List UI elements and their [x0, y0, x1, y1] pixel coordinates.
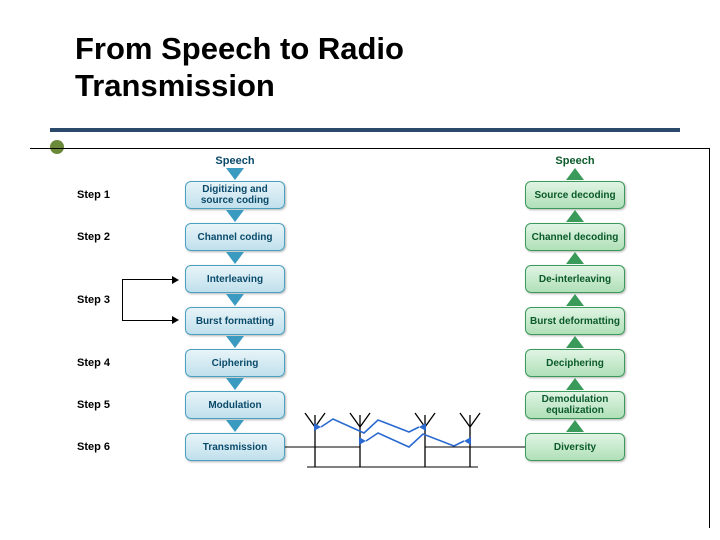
step-label: Step 1 [50, 189, 110, 201]
rx-box: Channel decoding [525, 223, 625, 251]
arrow-up-icon [566, 294, 584, 306]
arrow-down-icon [226, 336, 244, 348]
step-label: Step 6 [50, 441, 110, 453]
arrow-down-icon [226, 378, 244, 390]
arrow-down-icon [226, 420, 244, 432]
rx-box: Demodulation equalization [525, 391, 625, 419]
rx-box: Burst deformatting [525, 307, 625, 335]
tx-box: Burst formatting [185, 307, 285, 335]
tx-box: Ciphering [185, 349, 285, 377]
tx-header: Speech [185, 155, 285, 167]
arrow-down-icon [226, 210, 244, 222]
arrow-up-icon [566, 168, 584, 180]
tx-box: Digitizing and source coding [185, 181, 285, 209]
rx-box: Diversity [525, 433, 625, 461]
flow-diagram: Speech Speech Digitizing and source coding… [30, 148, 710, 528]
slide-title: From Speech to Radio Transmission [75, 30, 404, 104]
bracket-icon [122, 279, 172, 321]
arrow-down-icon [226, 252, 244, 264]
arrow-down-icon [226, 168, 244, 180]
arrow-up-icon [566, 420, 584, 432]
tx-box: Transmission [185, 433, 285, 461]
rx-box: Source decoding [525, 181, 625, 209]
arrow-up-icon [566, 378, 584, 390]
rx-box: Deciphering [525, 349, 625, 377]
arrow-up-icon [566, 252, 584, 264]
title-line-2: Transmission [75, 67, 404, 104]
arrow-up-icon [566, 210, 584, 222]
rx-header: Speech [525, 155, 625, 167]
title-rule [50, 128, 680, 132]
tx-box: Modulation [185, 391, 285, 419]
step-label: Step 4 [50, 357, 110, 369]
arrow-up-icon [566, 336, 584, 348]
step-label: Step 3 [50, 294, 110, 306]
arrow-down-icon [226, 294, 244, 306]
step-label: Step 2 [50, 231, 110, 243]
rx-box: De-interleaving [525, 265, 625, 293]
tx-box: Interleaving [185, 265, 285, 293]
tx-box: Channel coding [185, 223, 285, 251]
step-label: Step 5 [50, 399, 110, 411]
title-line-1: From Speech to Radio [75, 30, 404, 67]
